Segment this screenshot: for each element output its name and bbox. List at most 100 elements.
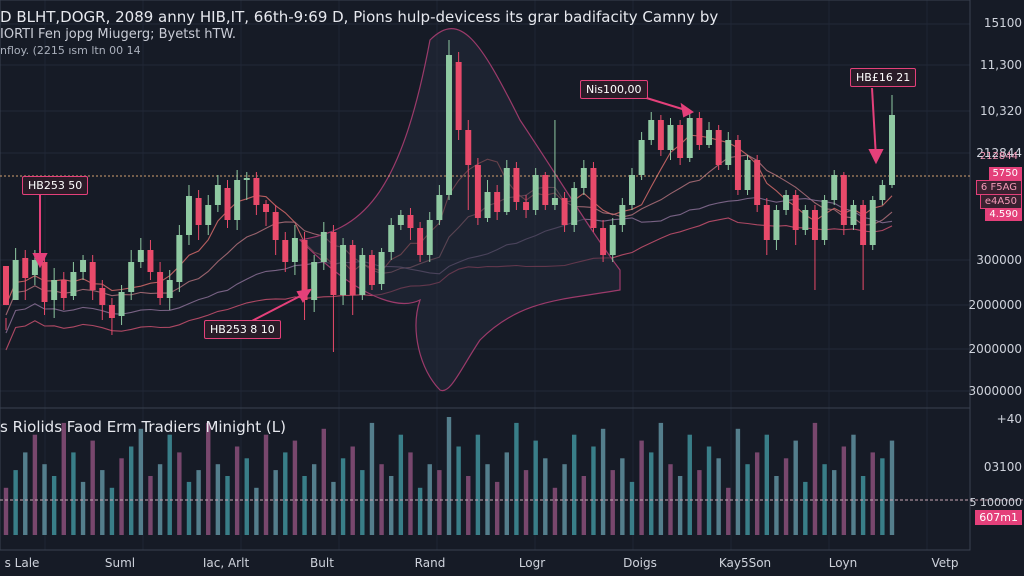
candle-body	[243, 178, 250, 180]
candle-body	[340, 245, 347, 295]
volume-bar	[504, 452, 509, 535]
volume-panel-title: s Riolids Faod Erm Tradiers Minight (L)	[0, 418, 286, 436]
volume-bar	[475, 434, 481, 535]
candle-body	[773, 210, 780, 240]
x-tick-label: Suml	[104, 556, 136, 570]
volume-bar	[177, 452, 182, 535]
volume-bar	[71, 452, 76, 535]
volume-bar	[100, 470, 105, 535]
volume-axis-label: 03100	[983, 460, 1022, 474]
arrow-hb16	[871, 87, 877, 159]
candle-body	[397, 215, 404, 225]
candle-body	[359, 255, 366, 295]
candle-body	[272, 212, 279, 240]
candle-body	[185, 196, 192, 235]
candle-body	[455, 62, 462, 130]
candle-body	[388, 225, 395, 252]
candle-body	[869, 200, 876, 245]
arrow-hb253-50-head	[32, 253, 48, 269]
candle-body	[80, 260, 87, 272]
candle-body	[368, 255, 375, 285]
candle-body	[195, 198, 202, 225]
x-tick-label: Bult	[310, 556, 334, 570]
candle-body	[22, 258, 29, 278]
volume-bar	[61, 422, 66, 535]
volume-bar	[3, 487, 9, 535]
volume-bar	[880, 458, 885, 535]
candle-body	[706, 130, 713, 145]
x-tick-label: Vetp	[931, 556, 959, 570]
volume-bar	[456, 446, 461, 535]
candle-body	[417, 228, 424, 255]
volume-bar	[302, 476, 307, 535]
candle-body	[638, 140, 645, 175]
volume-bar	[80, 481, 86, 535]
candle-body	[147, 250, 154, 272]
volume-bar	[523, 470, 529, 535]
volume-bar	[716, 458, 721, 535]
volume-bar	[687, 434, 692, 535]
price-axis-label: 10,320	[980, 104, 1022, 118]
price-axis-label: 15100	[983, 16, 1022, 30]
candle-body	[291, 238, 298, 262]
candle-body	[831, 175, 838, 200]
volume-bar	[600, 428, 606, 535]
arrow-hb16-head	[868, 149, 884, 165]
candle-body	[590, 168, 597, 228]
candle-body	[503, 168, 510, 212]
volume-bar	[774, 476, 779, 535]
candle-body	[667, 125, 674, 150]
volume-bar	[591, 446, 596, 535]
candle-body	[725, 140, 732, 165]
candle-body	[696, 118, 703, 145]
volume-bar	[735, 428, 741, 535]
candle-body	[474, 165, 481, 218]
volume-bar	[764, 434, 770, 535]
candle-body	[89, 262, 96, 290]
volume-bar	[841, 446, 847, 535]
volume-bars	[3, 417, 895, 535]
chart-subtitle: IORTI Fen jopg Miugerg; Byetst hTW.	[0, 27, 236, 42]
chart-meta: nfloy. (2215 ısm ltn 00 14	[0, 44, 141, 57]
candle-body	[821, 200, 828, 240]
x-tick-label: Iac, Arlt	[202, 556, 250, 570]
candle-body	[60, 280, 67, 298]
volume-bar	[196, 470, 201, 535]
volume-bar	[726, 487, 731, 535]
candle-body	[677, 125, 684, 158]
arrow-hb253-8-head	[296, 288, 313, 303]
volume-bar	[225, 476, 230, 535]
candle-body	[763, 205, 770, 240]
volume-bar	[51, 476, 57, 535]
volume-bar	[254, 487, 259, 535]
candle-body	[571, 188, 578, 225]
volume-bar	[273, 470, 278, 535]
candle-body	[792, 195, 799, 230]
price-tag: 5750	[988, 167, 1022, 180]
candle-body	[889, 115, 895, 185]
volume-bar	[13, 470, 18, 535]
volume-axis-label: +40	[996, 412, 1022, 426]
annotation-hb16: HB£16 21	[850, 68, 917, 87]
volume-bar	[42, 464, 47, 535]
candle-body	[811, 210, 818, 240]
chart-title: D BLHT,DOGR, 2089 anny HIB,IT, 66th-9:69…	[0, 8, 719, 26]
x-tick-label: Doigs	[623, 556, 657, 570]
arrow-nis100-head	[680, 102, 694, 118]
volume-bar	[360, 470, 365, 535]
volume-bar	[870, 452, 875, 535]
volume-bar	[90, 440, 95, 535]
annotation-arrows	[32, 87, 884, 323]
candle-body	[108, 305, 115, 318]
candle-body	[70, 272, 77, 296]
volume-axis-label: 5 100000	[969, 496, 1023, 509]
candle-body	[51, 280, 58, 300]
candle-body	[532, 175, 539, 210]
candle-body	[609, 225, 616, 255]
volume-bar	[138, 428, 144, 535]
candle-body	[128, 262, 135, 292]
candle-body	[426, 220, 433, 255]
volume-bar	[514, 422, 519, 535]
volume-bar	[437, 470, 442, 535]
